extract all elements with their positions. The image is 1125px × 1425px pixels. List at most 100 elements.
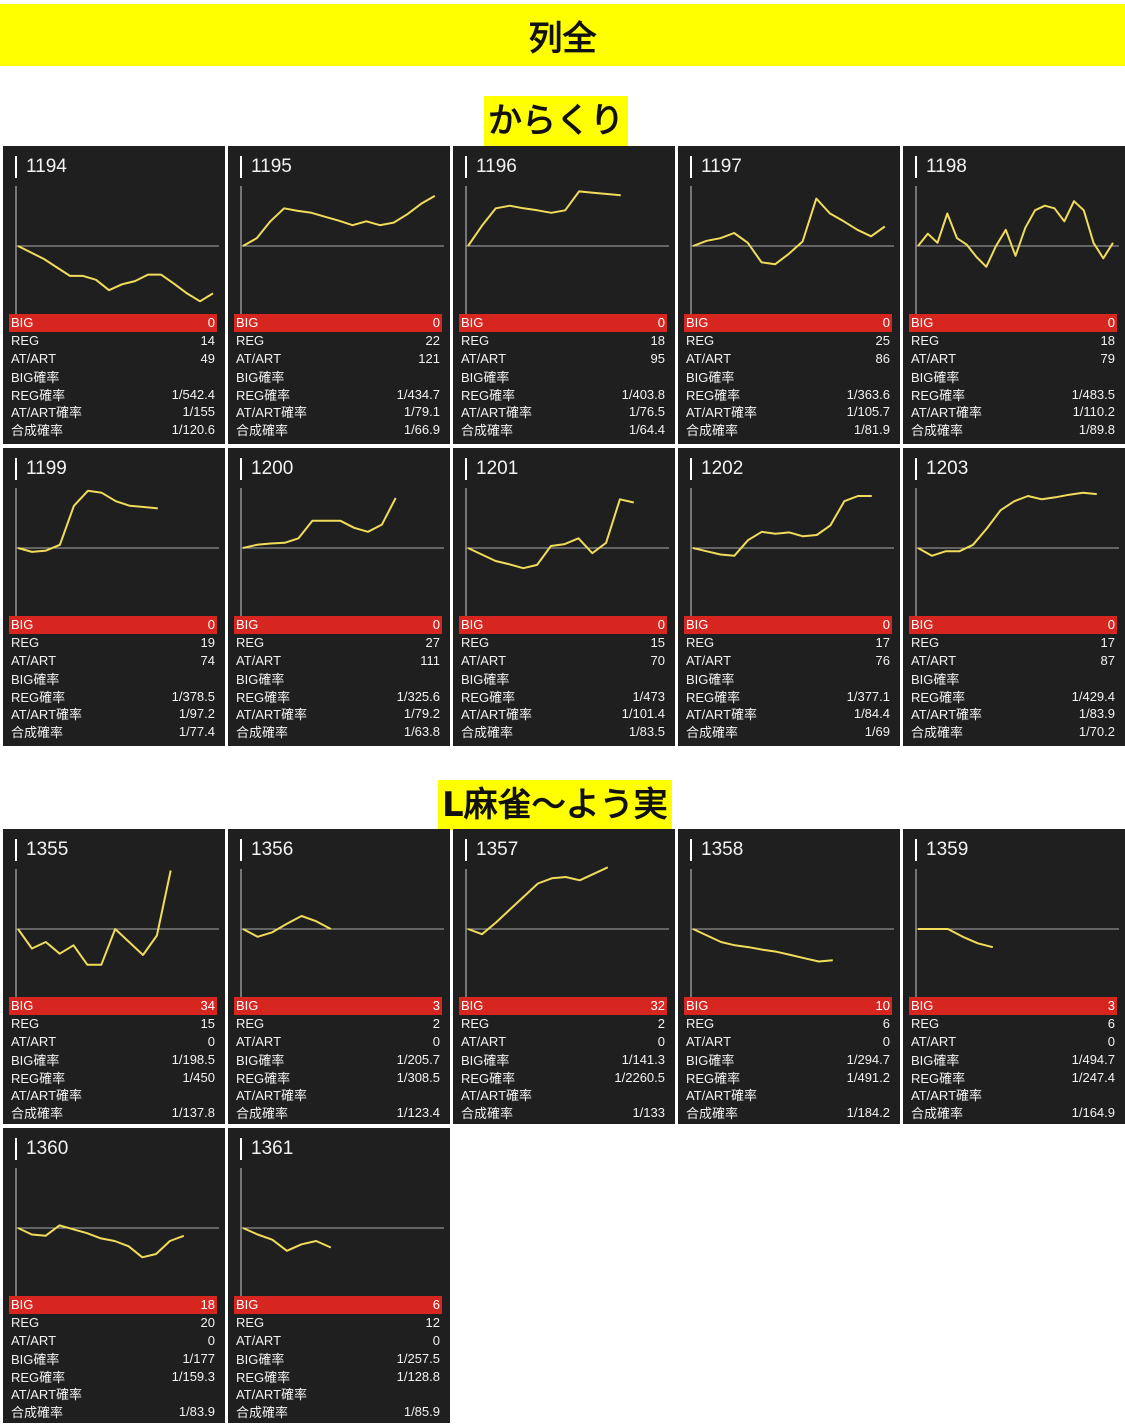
stat-value: 1/164.9 <box>1071 1105 1115 1121</box>
machine-card-1361: 1361 BIG 6 REG 12 AT/ART 0 BIG確率 1/257.5 REG確率 1/1… <box>228 1128 450 1423</box>
stat-label: BIG <box>236 1297 259 1313</box>
stat-label: AT/ART <box>461 1033 507 1049</box>
machine-number: 1200 <box>240 458 293 480</box>
machine-card-1358: 1358 BIG 10 REG 6 AT/ART 0 BIG確率 1/294.7 REG確率 1/4… <box>678 829 900 1124</box>
stat-row: REG 6 <box>909 1015 1117 1033</box>
machine-number: 1201 <box>465 458 518 480</box>
stats-table: BIG 0 REG 27 AT/ART 111 BIG確率 REG確率 1/325.6 AT/AR… <box>234 616 442 741</box>
slump-line-1196 <box>467 190 621 247</box>
stat-value: 0 <box>882 617 890 633</box>
machine-card-1198: 1198 BIG 0 REG 18 AT/ART 79 BIG確率 REG確率 1/483.5 AT… <box>903 146 1125 444</box>
machine-number: 1202 <box>690 458 743 480</box>
machine-number: 1359 <box>915 839 968 861</box>
stat-row: BIG確率 <box>909 669 1117 687</box>
stats-table: BIG 0 REG 17 AT/ART 76 BIG確率 REG確率 1/377.1 AT/ART… <box>684 616 892 741</box>
stat-label: REG確率 <box>461 1070 516 1086</box>
stat-label: REG確率 <box>11 387 66 403</box>
stat-label: AT/ART確率 <box>686 405 758 421</box>
stat-value: 20 <box>200 1315 215 1331</box>
stat-row: REG確率 1/128.8 <box>234 1367 442 1385</box>
stat-value: 0 <box>207 617 215 633</box>
stat-value: 0 <box>1107 315 1115 331</box>
slump-chart-1201 <box>465 488 669 618</box>
stat-label: BIG <box>11 315 34 331</box>
stat-row: REG確率 1/450 <box>9 1068 217 1086</box>
stat-row: 合成確率 1/77.4 <box>9 723 217 741</box>
stat-label: BIG <box>236 315 259 331</box>
stat-value: 25 <box>875 333 890 349</box>
stat-label: BIG確率 <box>911 671 960 687</box>
slump-chart-1196 <box>465 186 669 316</box>
stat-value: 1/198.5 <box>171 1051 215 1067</box>
stat-row: BIG 6 <box>234 1296 442 1314</box>
stat-label: REG <box>11 1016 40 1032</box>
slump-chart-1355 <box>15 869 219 999</box>
stat-label: AT/ART <box>11 1033 57 1049</box>
slump-line-1202 <box>692 495 872 557</box>
slump-line-1203 <box>917 491 1097 557</box>
stat-row: AT/ART確率 1/79.2 <box>234 705 442 723</box>
stat-value: 18 <box>200 1297 215 1313</box>
machine-number: 1195 <box>240 156 292 178</box>
slump-chart-1200 <box>240 488 444 618</box>
slump-chart-1359 <box>915 869 1119 999</box>
stat-row: AT/ART 0 <box>9 1332 217 1350</box>
stat-row: AT/ART 49 <box>9 350 217 368</box>
stat-row: AT/ART 87 <box>909 652 1117 670</box>
machine-card-1203: 1203 BIG 0 REG 17 AT/ART 87 BIG確率 REG確率 1/429.4 AT… <box>903 448 1125 746</box>
stat-value: 19 <box>200 635 215 651</box>
stat-value: 6 <box>882 1016 890 1032</box>
stat-label: BIG確率 <box>911 1052 960 1068</box>
machine-card-1355: 1355 BIG 34 REG 15 AT/ART 0 BIG確率 1/198.5 REG確率 1/… <box>3 829 225 1124</box>
stat-value: 1/308.5 <box>396 1069 440 1085</box>
stat-value: 1/123.4 <box>396 1105 440 1121</box>
stat-value: 1/2260.5 <box>614 1069 665 1085</box>
stat-value: 1/184.2 <box>846 1105 890 1121</box>
stat-label: 合成確率 <box>686 1106 739 1122</box>
stat-row: AT/ART確率 <box>234 1086 442 1104</box>
stat-value: 1/137.8 <box>171 1105 215 1121</box>
stat-label: REG <box>911 333 940 349</box>
machine-number: 1198 <box>915 156 967 178</box>
stat-row: 合成確率 1/66.9 <box>234 421 442 439</box>
slump-line-1360 <box>17 1224 185 1259</box>
slump-line-1197 <box>692 197 886 266</box>
stat-row: BIG 0 <box>9 616 217 634</box>
stat-value: 15 <box>650 635 665 651</box>
slump-line-1359 <box>918 928 994 949</box>
stat-row: 合成確率 1/137.8 <box>9 1104 217 1122</box>
stat-label: REG確率 <box>236 387 291 403</box>
stat-row: AT/ART 79 <box>909 350 1117 368</box>
stat-label: BIG確率 <box>461 369 510 385</box>
stat-value: 0 <box>657 1033 665 1049</box>
stat-row: AT/ART 0 <box>459 1033 667 1051</box>
stat-label: AT/ART確率 <box>236 707 308 723</box>
stat-value: 0 <box>432 617 440 633</box>
machine-card-1356: 1356 BIG 3 REG 2 AT/ART 0 BIG確率 1/205.7 REG確率 1/30… <box>228 829 450 1124</box>
page-banner: 列全 <box>0 4 1125 66</box>
stat-value: 70 <box>650 652 665 668</box>
stat-label: REG確率 <box>236 689 291 705</box>
stat-label: AT/ART確率 <box>461 1088 533 1104</box>
stat-row: REG 17 <box>684 634 892 652</box>
stat-row: REG 25 <box>684 332 892 350</box>
stat-row: AT/ART 76 <box>684 652 892 670</box>
stat-row: AT/ART確率 1/97.2 <box>9 705 217 723</box>
slump-line-1201 <box>467 498 635 570</box>
stat-value: 14 <box>200 333 215 349</box>
stat-value: 87 <box>1100 652 1115 668</box>
stat-label: AT/ART確率 <box>461 707 533 723</box>
stat-value: 1/542.4 <box>171 386 215 402</box>
stat-label: REG <box>236 333 265 349</box>
stat-label: REG <box>461 635 490 651</box>
stat-row: AT/ART 121 <box>234 350 442 368</box>
stat-value: 74 <box>200 652 215 668</box>
stat-value: 1/128.8 <box>396 1368 440 1384</box>
stat-value: 27 <box>425 635 440 651</box>
section-title-karakuri: からくり <box>484 96 628 146</box>
stat-label: BIG確率 <box>461 671 510 687</box>
stat-label: BIG確率 <box>236 671 285 687</box>
stat-label: AT/ART確率 <box>11 707 83 723</box>
slump-chart-1361 <box>240 1168 444 1298</box>
stat-row: BIG 0 <box>909 314 1117 332</box>
